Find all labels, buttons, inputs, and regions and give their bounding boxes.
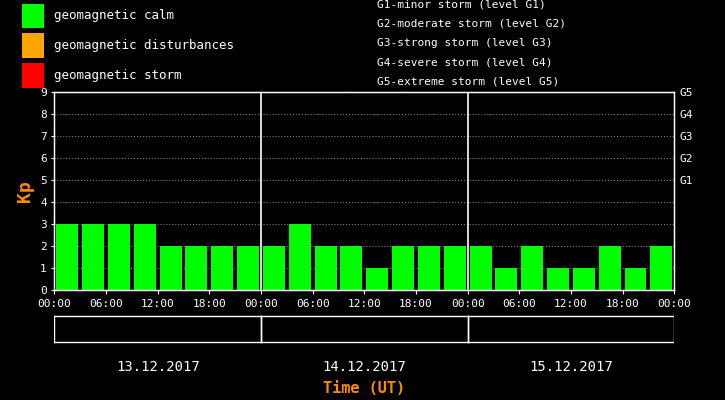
Bar: [341, 246, 362, 290]
Text: G1-minor storm (level G1): G1-minor storm (level G1): [377, 0, 546, 9]
Bar: [263, 246, 285, 290]
Bar: [289, 224, 311, 290]
Bar: [392, 246, 414, 290]
Bar: [495, 268, 518, 290]
Bar: [211, 246, 233, 290]
Bar: [470, 246, 492, 290]
Bar: [22, 4, 44, 28]
Bar: [599, 246, 621, 290]
Text: Time (UT): Time (UT): [323, 381, 405, 396]
Bar: [418, 246, 440, 290]
Bar: [82, 224, 104, 290]
Text: geomagnetic disturbances: geomagnetic disturbances: [54, 39, 234, 52]
Bar: [237, 246, 259, 290]
Text: 14.12.2017: 14.12.2017: [323, 360, 406, 374]
Bar: [186, 246, 207, 290]
Bar: [521, 246, 543, 290]
Bar: [22, 34, 44, 58]
Text: 15.12.2017: 15.12.2017: [529, 360, 613, 374]
Bar: [22, 63, 44, 88]
Bar: [315, 246, 336, 290]
Bar: [547, 268, 569, 290]
Bar: [134, 224, 156, 290]
Text: 13.12.2017: 13.12.2017: [116, 360, 199, 374]
Text: G5-extreme storm (level G5): G5-extreme storm (level G5): [377, 77, 559, 87]
Bar: [444, 246, 465, 290]
Text: G4-severe storm (level G4): G4-severe storm (level G4): [377, 58, 552, 68]
Bar: [624, 268, 647, 290]
Bar: [57, 224, 78, 290]
Text: geomagnetic storm: geomagnetic storm: [54, 69, 182, 82]
Text: G3-strong storm (level G3): G3-strong storm (level G3): [377, 38, 552, 48]
Bar: [366, 268, 388, 290]
Text: G2-moderate storm (level G2): G2-moderate storm (level G2): [377, 19, 566, 29]
Bar: [108, 224, 130, 290]
Bar: [160, 246, 181, 290]
Bar: [650, 246, 672, 290]
Text: geomagnetic calm: geomagnetic calm: [54, 9, 175, 22]
Bar: [573, 268, 594, 290]
Y-axis label: Kp: Kp: [17, 180, 34, 202]
